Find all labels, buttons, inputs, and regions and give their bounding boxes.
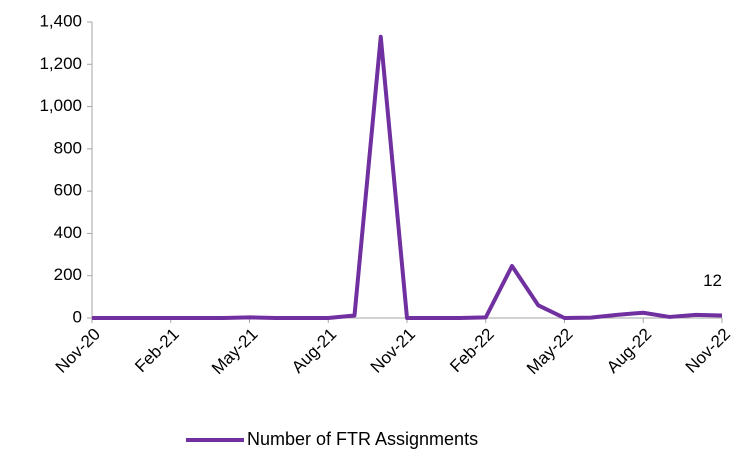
x-tick-label: Feb-21 (131, 325, 183, 377)
y-tick-label: 1,000 (39, 96, 82, 115)
y-tick-label: 800 (54, 138, 82, 157)
y-tick-label: 1,400 (39, 11, 82, 30)
x-tick-label: May-21 (208, 325, 262, 379)
line-series (92, 34, 723, 320)
x-tick-label: Nov-21 (367, 325, 419, 377)
y-tick-label: 1,200 (39, 54, 82, 73)
x-tick-label: Aug-21 (288, 325, 340, 377)
x-tick-label: Nov-20 (52, 325, 104, 377)
x-tick-label: Aug-22 (603, 325, 655, 377)
data-label: 12 (703, 271, 722, 290)
y-tick-label: 0 (73, 307, 82, 326)
y-tick-label: 600 (54, 181, 82, 200)
legend-label: Number of FTR Assignments (247, 429, 478, 449)
y-tick-label: 200 (54, 265, 82, 284)
x-tick-label: Nov-22 (682, 325, 734, 377)
x-tick-label: Feb-22 (446, 325, 498, 377)
x-tick-label: May-22 (523, 325, 577, 379)
y-tick-label: 400 (54, 223, 82, 242)
